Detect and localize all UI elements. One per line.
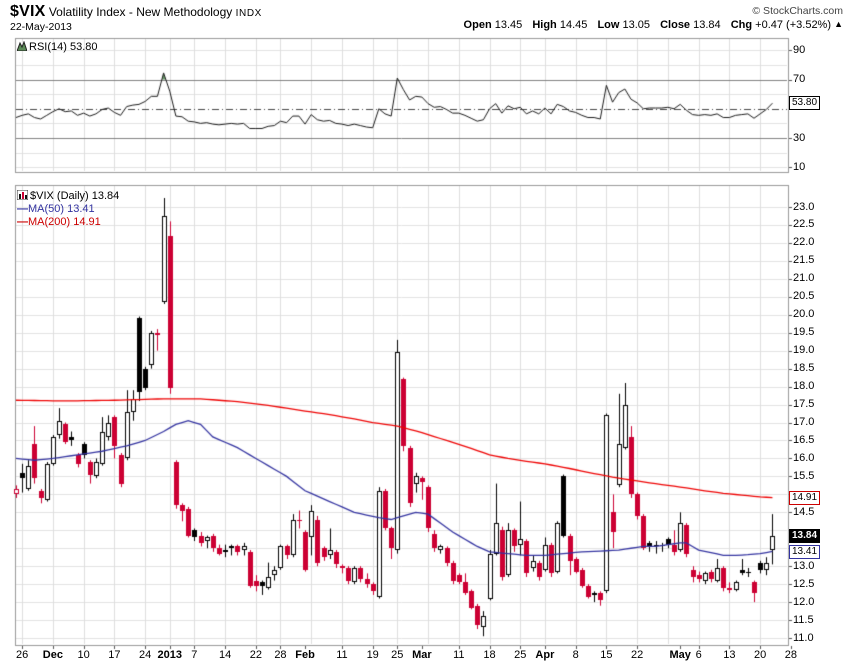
y-axis-label: 16.0 bbox=[793, 451, 815, 464]
x-axis-label: 26 bbox=[16, 649, 29, 661]
y-axis-label: 19.0 bbox=[793, 344, 815, 357]
open-value: 13.45 bbox=[494, 19, 523, 31]
y-axis-label: 12.5 bbox=[793, 577, 815, 590]
ma50-value-tag: 13.41 bbox=[789, 545, 821, 559]
y-axis-label: 17.0 bbox=[793, 416, 815, 429]
x-axis-label: 28 bbox=[784, 649, 798, 661]
main-legend: $VIX (Daily) 13.84 bbox=[16, 189, 120, 203]
open-label: Open bbox=[463, 19, 492, 31]
y-axis-label: 12.0 bbox=[793, 595, 815, 608]
chart-date: 22-May-2013 bbox=[10, 21, 72, 33]
low-value: 13.05 bbox=[622, 19, 651, 31]
x-axis-label: 15 bbox=[600, 649, 613, 661]
rsi-mountain-icon bbox=[16, 40, 28, 54]
ma50-legend: —MA(50) 13.41 bbox=[17, 203, 95, 215]
page-title: Volatility Index - New Methodology bbox=[48, 5, 233, 19]
stockcharts-credit: © StockCharts.com bbox=[752, 5, 843, 17]
change-up-arrow-icon: ▲ bbox=[834, 19, 843, 29]
ma200-legend-label: MA(200) 14.91 bbox=[28, 216, 101, 228]
x-axis-label: 10 bbox=[77, 649, 90, 661]
y-axis-label: 23.0 bbox=[793, 200, 815, 213]
ma200-value-tag: 14.91 bbox=[789, 491, 821, 505]
low-label: Low bbox=[597, 19, 620, 31]
x-axis-label: 24 bbox=[139, 649, 152, 661]
x-axis-label: 25 bbox=[391, 649, 404, 661]
x-axis-label: 19 bbox=[366, 649, 379, 661]
exchange-label: INDX bbox=[235, 8, 262, 19]
rsi-axis-label: 70 bbox=[793, 73, 806, 85]
rsi-axis-label: 30 bbox=[793, 131, 806, 144]
x-axis-label: 11 bbox=[336, 649, 348, 661]
x-axis-label: 20 bbox=[754, 649, 767, 661]
y-axis-label: 16.5 bbox=[793, 433, 815, 446]
quote-summary: Open 13.45 High 14.45 Low 13.05 Close 13… bbox=[464, 19, 843, 31]
y-axis-label: 19.5 bbox=[793, 326, 815, 339]
close-value: 13.84 bbox=[693, 19, 721, 31]
x-axis-label: 2013 bbox=[157, 649, 182, 661]
y-axis-label: 22.0 bbox=[793, 236, 815, 249]
ma50-swatch: — bbox=[17, 203, 28, 215]
x-axis-label: 6 bbox=[695, 649, 702, 661]
x-axis-label: 7 bbox=[191, 649, 198, 661]
chg-value: +0.47 (+3.52%) bbox=[755, 19, 832, 31]
x-axis-label: 25 bbox=[514, 649, 527, 661]
rsi-legend-label: RSI(14) 53.80 bbox=[29, 41, 98, 53]
chg-label: Chg bbox=[730, 19, 753, 31]
y-axis-label: 17.5 bbox=[793, 398, 815, 411]
y-axis-label: 21.5 bbox=[793, 254, 815, 267]
y-axis-label: 18.0 bbox=[793, 380, 815, 393]
x-axis-label: 22 bbox=[631, 649, 644, 661]
x-axis-label: May bbox=[669, 649, 691, 661]
x-axis-label: 13 bbox=[723, 649, 736, 661]
y-axis-label: 15.5 bbox=[793, 469, 815, 482]
y-axis-label: 11.0 bbox=[793, 631, 814, 644]
main-legend-label: $VIX (Daily) 13.84 bbox=[30, 190, 120, 202]
y-axis-label: 13.0 bbox=[793, 559, 815, 572]
high-value: 14.45 bbox=[559, 19, 588, 31]
x-axis-label: 28 bbox=[274, 649, 287, 661]
close-label: Close bbox=[660, 19, 691, 31]
sharpchart-icon bbox=[16, 189, 29, 203]
ma200-swatch: — bbox=[17, 216, 28, 228]
y-axis-label: 20.0 bbox=[793, 308, 815, 321]
x-axis-label: 8 bbox=[572, 649, 579, 661]
rsi-axis-label: 90 bbox=[793, 43, 806, 56]
rsi-value-tag: 53.80 bbox=[789, 96, 821, 110]
x-axis-label: Feb bbox=[295, 649, 315, 661]
ma50-legend-label: MA(50) 13.41 bbox=[28, 203, 95, 215]
x-axis-label: 18 bbox=[483, 649, 496, 661]
y-axis-label: 14.5 bbox=[793, 505, 815, 518]
last-price-tag: 13.84 bbox=[789, 529, 821, 543]
ma200-legend: —MA(200) 14.91 bbox=[17, 216, 101, 228]
symbol-label: $VIX bbox=[10, 3, 46, 20]
x-axis-label: Apr bbox=[535, 649, 555, 661]
chart-header: $VIX Volatility Index - New Methodology … bbox=[10, 3, 262, 21]
y-axis-label: 20.5 bbox=[793, 290, 815, 303]
y-axis-label: 21.0 bbox=[793, 272, 815, 285]
y-axis-label: 11.5 bbox=[793, 613, 814, 626]
y-axis-label: 18.5 bbox=[793, 362, 815, 375]
rsi-axis-label: 10 bbox=[793, 160, 806, 173]
y-axis-label: 22.5 bbox=[793, 218, 815, 231]
x-axis-label: 17 bbox=[108, 649, 121, 661]
x-axis-label: 22 bbox=[249, 649, 262, 661]
x-axis-label: Dec bbox=[42, 649, 63, 661]
x-axis-label: 11 bbox=[453, 649, 465, 661]
x-axis-label: 14 bbox=[218, 649, 232, 661]
high-label: High bbox=[532, 19, 557, 31]
rsi-legend: RSI(14) 53.80 bbox=[16, 40, 98, 54]
x-axis-label: Mar bbox=[412, 649, 432, 661]
